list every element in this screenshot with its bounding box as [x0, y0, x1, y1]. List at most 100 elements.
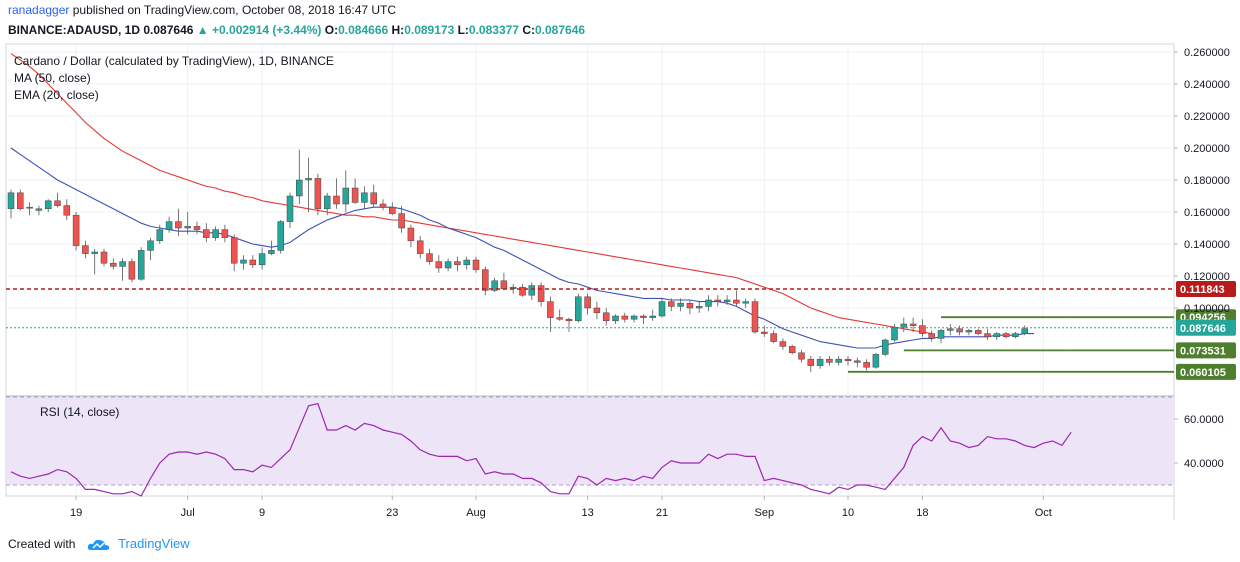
candle-body: [361, 192, 368, 203]
candle-body: [268, 250, 275, 254]
candle-body: [230, 237, 238, 264]
candle-body: [695, 306, 703, 309]
candle-body: [640, 315, 647, 318]
candle-body: [928, 333, 935, 339]
price-tick-label: 0.120000: [1184, 271, 1230, 283]
candle-body: [7, 192, 15, 210]
price-tick-label: 0.140000: [1184, 239, 1230, 251]
rsi-tick-label: 40.0000: [1184, 458, 1224, 470]
candle-body: [537, 285, 545, 302]
candle-body: [733, 299, 740, 304]
candle-body: [677, 302, 684, 307]
candle-body: [212, 229, 219, 238]
candle-body: [379, 203, 387, 208]
candle-body: [44, 200, 52, 210]
candle-body: [593, 307, 601, 314]
candle-body: [1002, 333, 1010, 338]
candle-body: [175, 221, 182, 229]
time-tick-label: 19: [70, 507, 82, 519]
candle-body: [72, 214, 80, 246]
tradingview-brand[interactable]: TradingView: [118, 536, 190, 551]
candle-body: [323, 195, 331, 210]
chart-title: Cardano / Dollar (calculated by TradingV…: [14, 54, 334, 68]
price-tick-label: 0.240000: [1184, 79, 1230, 91]
candle-body: [658, 301, 666, 317]
price-change: +0.002914 (+3.44%): [212, 23, 322, 37]
candle-body: [872, 354, 880, 368]
candle-body: [491, 280, 498, 291]
price-tick-label: 0.100000: [1184, 303, 1230, 315]
candle-body: [974, 330, 982, 334]
rsi-tick-label: 60.0000: [1184, 414, 1224, 426]
candle-body: [881, 339, 889, 355]
candle-body: [956, 328, 963, 333]
candle-body: [575, 296, 582, 322]
level-price-tag: [1176, 319, 1236, 336]
footer: Created with TradingView: [8, 536, 190, 552]
time-tick-label: 18: [916, 507, 928, 519]
level-price-label: 0.087646: [1180, 323, 1226, 335]
created-with-text: Created with: [8, 537, 76, 551]
candle-body: [54, 200, 61, 206]
time-tick-label: Aug: [466, 507, 486, 519]
time-tick-label: Sep: [755, 507, 775, 519]
author-link[interactable]: ranadagger: [8, 3, 70, 17]
candle-body: [296, 179, 303, 197]
candle-body: [203, 229, 210, 238]
ohlc-line: BINANCE:ADAUSD, 1D 0.087646 ▲ +0.002914 …: [8, 23, 585, 37]
low-value: 0.083377: [468, 23, 519, 37]
candle-body: [965, 330, 973, 333]
candle-body: [35, 208, 43, 211]
candle-body: [26, 206, 33, 209]
candle-body: [714, 299, 722, 302]
candle-body: [454, 261, 461, 266]
candle-body: [314, 178, 322, 210]
candle-body: [630, 315, 638, 320]
time-tick-label: Oct: [1035, 507, 1052, 519]
candle-body: [919, 325, 926, 334]
chart-header: ranadagger published on TradingView.com,…: [0, 0, 1240, 44]
candle-body: [742, 301, 749, 304]
candle-body: [686, 302, 694, 309]
open-value: 0.084666: [338, 23, 389, 37]
candle-body: [807, 358, 815, 366]
candle-body: [909, 323, 917, 326]
time-tick-label: 9: [259, 507, 265, 519]
candle-body: [1021, 328, 1028, 334]
last-price: 0.087646: [143, 23, 194, 37]
candle-body: [342, 187, 350, 205]
candle-body: [258, 253, 266, 266]
level-price-label: 0.073531: [1180, 345, 1226, 357]
candle-body: [770, 333, 777, 342]
candle-body: [937, 330, 945, 339]
candle-body: [1012, 333, 1019, 338]
candle-body: [286, 195, 294, 222]
candle-body: [528, 285, 536, 296]
candle-body: [547, 301, 554, 318]
candle-body: [351, 187, 359, 203]
candle-body: [863, 362, 870, 368]
candle-body: [798, 352, 805, 360]
time-tick-label: 23: [386, 507, 398, 519]
level-price-tag: [1176, 281, 1236, 298]
candle-body: [500, 280, 508, 290]
candle-body: [147, 240, 154, 251]
candle-body: [761, 331, 768, 334]
price-tick-label: 0.200000: [1184, 143, 1230, 155]
candle-body: [519, 286, 526, 296]
candle-body: [779, 341, 787, 347]
candle-body: [751, 301, 759, 333]
candle-body: [844, 358, 852, 362]
close-label: C:: [522, 23, 535, 37]
candle-body: [947, 328, 954, 331]
candle-body: [333, 195, 340, 205]
candle-body: [854, 360, 861, 363]
open-label: O:: [324, 23, 339, 37]
ma50-legend: MA (50, close): [14, 71, 91, 85]
ma50-line: [10, 53, 932, 335]
candle-body: [221, 229, 229, 238]
rsi-band: [6, 397, 1174, 485]
candle-body: [184, 226, 191, 229]
time-tick-label: 21: [656, 507, 668, 519]
